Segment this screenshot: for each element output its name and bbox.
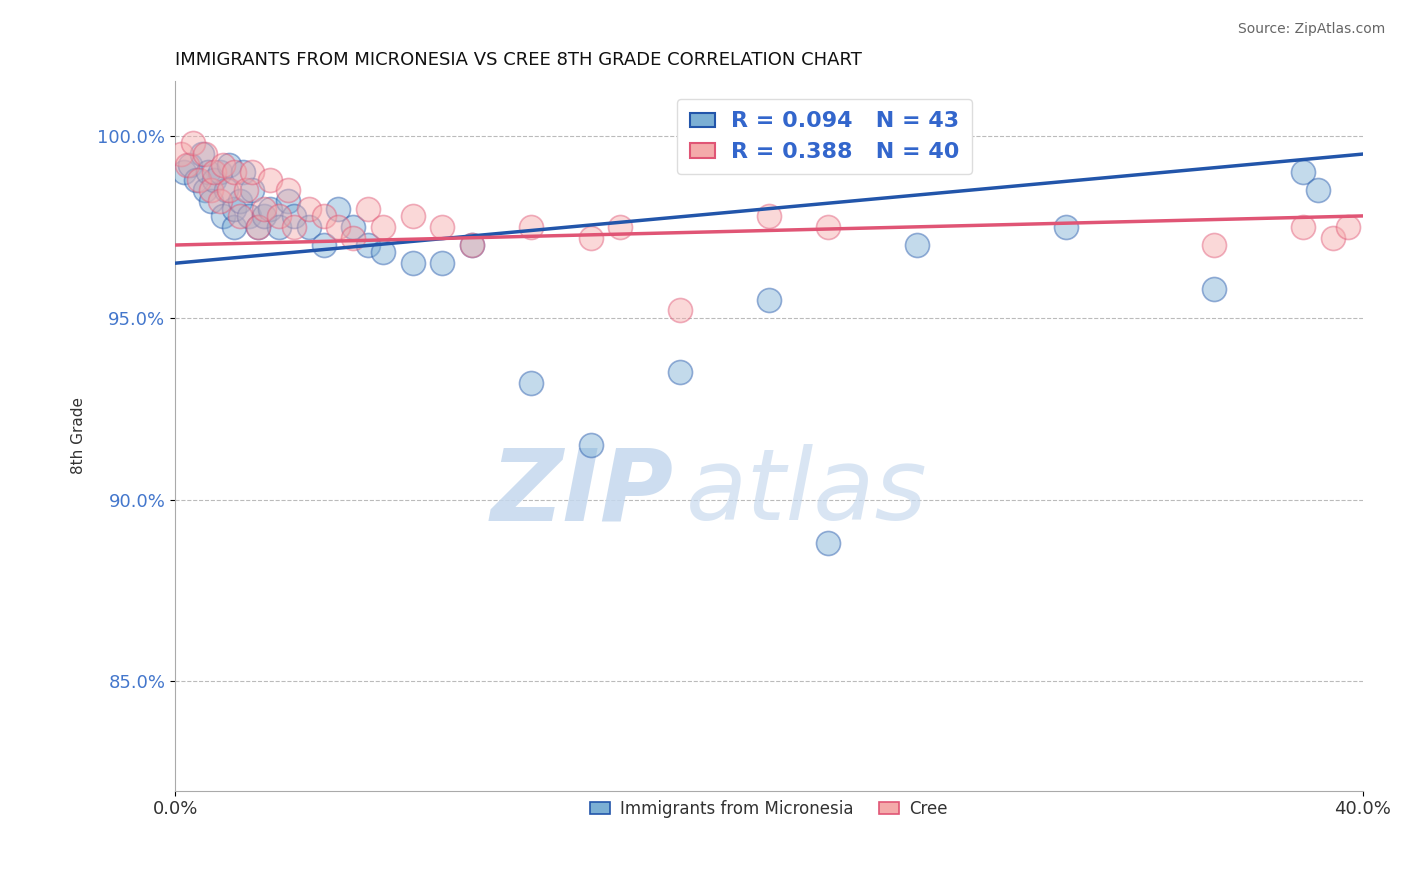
Point xyxy=(194,147,217,161)
Point xyxy=(240,184,263,198)
Point xyxy=(211,209,233,223)
Point xyxy=(1054,219,1077,234)
Point xyxy=(371,245,394,260)
Point xyxy=(181,136,204,151)
Point xyxy=(214,184,236,198)
Point xyxy=(224,219,246,234)
Point xyxy=(357,202,380,216)
Point xyxy=(328,219,350,234)
Point xyxy=(357,238,380,252)
Point xyxy=(758,209,780,223)
Point xyxy=(229,209,252,223)
Point xyxy=(197,165,219,179)
Point xyxy=(200,184,222,198)
Point xyxy=(579,231,602,245)
Point xyxy=(267,209,290,223)
Point xyxy=(238,209,260,223)
Point xyxy=(298,202,321,216)
Point xyxy=(277,194,299,209)
Point xyxy=(609,219,631,234)
Point xyxy=(283,219,305,234)
Point xyxy=(235,184,257,198)
Point xyxy=(579,438,602,452)
Text: ZIP: ZIP xyxy=(491,444,673,541)
Point xyxy=(218,158,240,172)
Point xyxy=(1292,165,1315,179)
Point xyxy=(211,158,233,172)
Point xyxy=(401,209,423,223)
Point xyxy=(1204,282,1226,296)
Point xyxy=(817,219,839,234)
Point xyxy=(520,376,543,391)
Point xyxy=(208,165,231,179)
Point xyxy=(170,147,193,161)
Point xyxy=(200,194,222,209)
Point xyxy=(191,147,214,161)
Point xyxy=(202,172,225,186)
Point xyxy=(184,172,207,186)
Point xyxy=(283,209,305,223)
Point xyxy=(179,158,201,172)
Point xyxy=(1292,219,1315,234)
Point xyxy=(229,194,252,209)
Point xyxy=(277,184,299,198)
Point xyxy=(298,219,321,234)
Point xyxy=(342,219,364,234)
Point xyxy=(224,165,246,179)
Point xyxy=(173,165,195,179)
Point xyxy=(1337,219,1360,234)
Point xyxy=(401,256,423,270)
Point xyxy=(259,172,281,186)
Text: atlas: atlas xyxy=(686,444,928,541)
Point xyxy=(1306,184,1329,198)
Point xyxy=(253,202,276,216)
Point xyxy=(342,231,364,245)
Point xyxy=(371,219,394,234)
Point xyxy=(905,111,928,125)
Point xyxy=(224,202,246,216)
Point xyxy=(1204,238,1226,252)
Point xyxy=(668,365,690,379)
Point xyxy=(176,158,198,172)
Point xyxy=(668,303,690,318)
Point xyxy=(1322,231,1344,245)
Point xyxy=(432,219,454,234)
Point xyxy=(194,184,217,198)
Point xyxy=(202,165,225,179)
Point xyxy=(208,194,231,209)
Point xyxy=(432,256,454,270)
Point xyxy=(247,219,270,234)
Point xyxy=(253,209,276,223)
Point xyxy=(312,238,335,252)
Text: IMMIGRANTS FROM MICRONESIA VS CREE 8TH GRADE CORRELATION CHART: IMMIGRANTS FROM MICRONESIA VS CREE 8TH G… xyxy=(176,51,862,69)
Point xyxy=(461,238,484,252)
Point xyxy=(240,165,263,179)
Y-axis label: 8th Grade: 8th Grade xyxy=(72,398,86,475)
Point xyxy=(312,209,335,223)
Point xyxy=(218,184,240,198)
Point xyxy=(259,202,281,216)
Point xyxy=(758,293,780,307)
Point xyxy=(520,219,543,234)
Point xyxy=(461,238,484,252)
Point xyxy=(817,536,839,550)
Point xyxy=(187,172,209,186)
Point xyxy=(267,219,290,234)
Point xyxy=(328,202,350,216)
Text: Source: ZipAtlas.com: Source: ZipAtlas.com xyxy=(1237,22,1385,37)
Legend: Immigrants from Micronesia, Cree: Immigrants from Micronesia, Cree xyxy=(583,794,955,825)
Point xyxy=(247,219,270,234)
Point xyxy=(232,165,254,179)
Point xyxy=(905,238,928,252)
